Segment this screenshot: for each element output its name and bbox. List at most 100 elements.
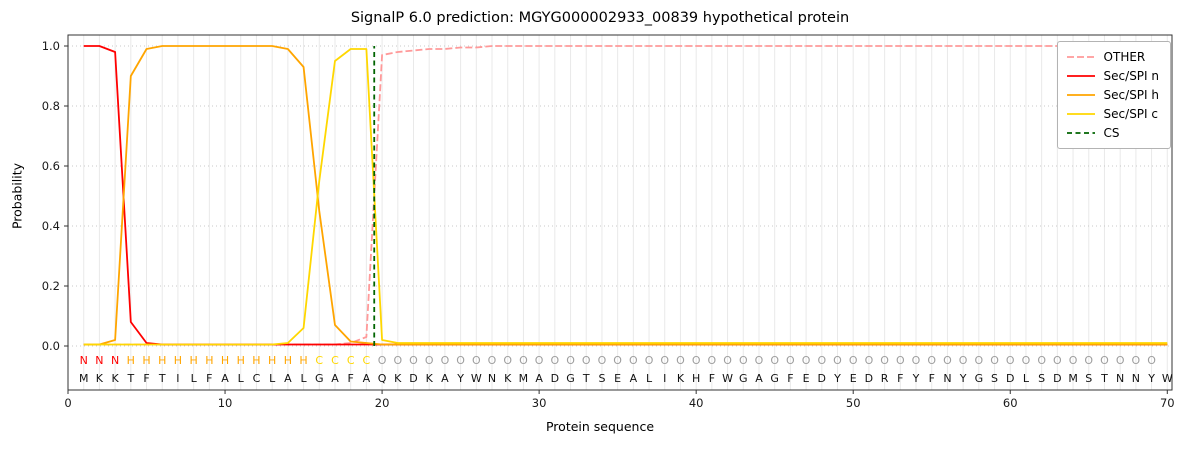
residue-letter: D <box>409 372 417 385</box>
legend-label: CS <box>1103 126 1120 140</box>
region-label: O <box>692 354 701 367</box>
region-label: O <box>425 354 434 367</box>
region-label: O <box>1053 354 1062 367</box>
residue-letter: T <box>126 372 134 385</box>
region-label: O <box>802 354 811 367</box>
residue-letter: A <box>441 372 449 385</box>
region-label: O <box>519 354 528 367</box>
residue-letter: K <box>504 372 512 385</box>
legend-entry-other: OTHER <box>1066 50 1159 64</box>
chart-title: SignalP 6.0 prediction: MGYG000002933_00… <box>350 10 850 26</box>
residue-letter: C <box>253 372 261 385</box>
residue-letter: T <box>158 372 166 385</box>
legend-line-sample <box>1066 94 1095 96</box>
region-label: C <box>347 354 355 367</box>
residue-letter: G <box>739 372 748 385</box>
x-tick-label: 40 <box>689 396 704 410</box>
region-label: O <box>535 354 544 367</box>
residue-letter: S <box>598 372 605 385</box>
residue-letter: R <box>881 372 889 385</box>
legend-line-sample <box>1066 56 1095 58</box>
region-label: O <box>582 354 591 367</box>
region-label: O <box>645 354 654 367</box>
residue-letter: S <box>991 372 998 385</box>
region-label: O <box>786 354 795 367</box>
residue-letter: F <box>787 372 793 385</box>
x-tick-label: 20 <box>375 396 390 410</box>
region-label: H <box>205 354 213 367</box>
x-tick-label: 50 <box>846 396 861 410</box>
residue-letter: A <box>755 372 763 385</box>
residue-letter: Q <box>378 372 387 385</box>
residue-letter: G <box>975 372 984 385</box>
y-tick-label: 0.0 <box>42 339 60 353</box>
region-label: O <box>723 354 732 367</box>
y-gridlines <box>68 45 1172 347</box>
region-label: C <box>363 354 371 367</box>
residue-letter: K <box>96 372 104 385</box>
region-label: O <box>896 354 905 367</box>
residue-letter: G <box>770 372 779 385</box>
y-tick-label: 0.4 <box>42 219 60 233</box>
region-label: H <box>142 354 150 367</box>
region-label: H <box>127 354 135 367</box>
residue-letter: W <box>722 372 733 385</box>
residue-letter: G <box>566 372 575 385</box>
region-label: O <box>629 354 638 367</box>
residue-gridlines <box>83 35 1168 390</box>
region-label: O <box>817 354 826 367</box>
residue-letter: F <box>897 372 903 385</box>
region-label: O <box>927 354 936 367</box>
residue-letter: K <box>112 372 120 385</box>
residue-letter: W <box>471 372 482 385</box>
region-label: H <box>174 354 182 367</box>
region-label: O <box>1116 354 1125 367</box>
residue-letter: M <box>519 372 529 385</box>
residue-letter: A <box>363 372 371 385</box>
region-label: O <box>833 354 842 367</box>
legend: OTHER Sec/SPI n Sec/SPI h Sec/SPI c CS <box>1056 41 1171 149</box>
residue-letter: W <box>1162 372 1173 385</box>
region-label: O <box>613 354 622 367</box>
region-label: H <box>299 354 307 367</box>
residue-letter: N <box>1116 372 1124 385</box>
region-label: H <box>221 354 229 367</box>
residue-letter: M <box>1068 372 1078 385</box>
series-sec-spi-n <box>83 45 1168 346</box>
region-label: O <box>1022 354 1031 367</box>
residue-letter: Y <box>1147 372 1155 385</box>
residue-letter: D <box>865 372 873 385</box>
residue-letter: D <box>1006 372 1014 385</box>
residue-letter: T <box>1100 372 1108 385</box>
x-tick-label: 70 <box>1160 396 1175 410</box>
legend-label: Sec/SPI h <box>1103 88 1159 102</box>
region-label: H <box>158 354 166 367</box>
region-label: O <box>708 354 717 367</box>
region-label: O <box>959 354 968 367</box>
legend-line-sample <box>1066 75 1095 77</box>
region-label: O <box>1147 354 1156 367</box>
legend-label: Sec/SPI n <box>1103 69 1159 83</box>
residue-letter: K <box>677 372 685 385</box>
residue-letter: G <box>315 372 324 385</box>
residue-letter: Y <box>912 372 920 385</box>
region-label: O <box>755 354 764 367</box>
region-label: O <box>503 354 512 367</box>
region-label: O <box>943 354 952 367</box>
region-label: O <box>378 354 387 367</box>
residue-letter: Y <box>833 372 841 385</box>
x-tick-label: 30 <box>532 396 547 410</box>
region-label: O <box>393 354 402 367</box>
region-label: O <box>1069 354 1078 367</box>
residue-letter: M <box>79 372 89 385</box>
legend-entry-sec-spi-n: Sec/SPI n <box>1066 69 1159 83</box>
region-label: N <box>95 354 103 367</box>
residue-letter: N <box>1132 372 1140 385</box>
residue-letter: T <box>582 372 590 385</box>
y-tick-label: 1.0 <box>42 39 60 53</box>
legend-entry-sec-spi-c: Sec/SPI c <box>1066 107 1159 121</box>
region-label: H <box>284 354 292 367</box>
region-label: O <box>990 354 999 367</box>
residue-letter: A <box>284 372 292 385</box>
legend-label: Sec/SPI c <box>1103 107 1158 121</box>
